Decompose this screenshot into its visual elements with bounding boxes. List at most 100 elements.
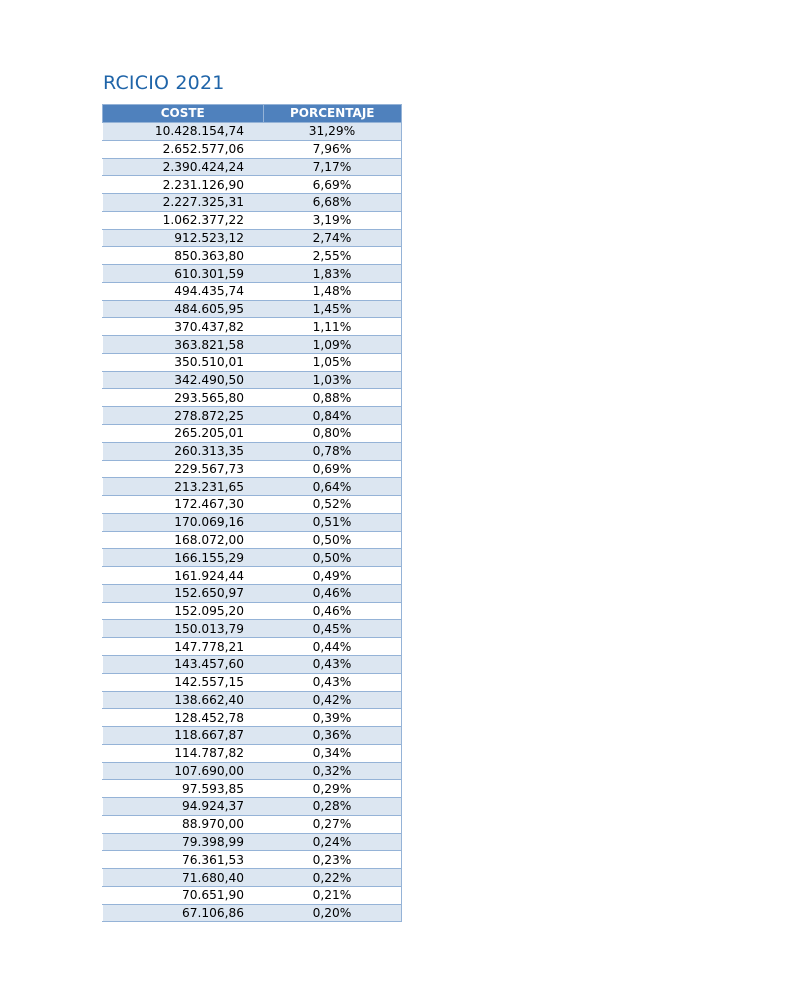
table-row: 168.072,00 0,50% — [102, 531, 402, 550]
cost-cell: 10.428.154,74 — [102, 122, 263, 141]
table-row: 610.301,59 1,83% — [102, 264, 402, 283]
percent-cell: 0,46% — [263, 584, 402, 603]
table-row: 118.667,87 0,36% — [102, 726, 402, 745]
cost-cell: 342.490,50 — [102, 371, 263, 390]
table-row: 342.490,50 1,03% — [102, 371, 402, 390]
percent-cell: 0,21% — [263, 886, 402, 905]
cost-cell: 114.787,82 — [102, 744, 263, 763]
cost-cell: 170.069,16 — [102, 513, 263, 532]
percent-cell: 0,64% — [263, 477, 402, 497]
percent-cell: 0,46% — [263, 602, 402, 621]
page-title: RCICIO 2021 — [103, 72, 225, 94]
table-row: 10.428.154,74 31,29% — [102, 122, 402, 141]
cost-cell: 2.231.126,90 — [102, 175, 263, 195]
percent-cell: 31,29% — [263, 122, 402, 141]
cost-cell: 229.567,73 — [102, 460, 263, 479]
percent-cell: 0,39% — [263, 708, 402, 728]
table-row: 152.095,20 0,46% — [102, 602, 402, 621]
table-header-row: COSTE PORCENTAJE — [102, 104, 402, 123]
cost-cell: 150.013,79 — [102, 619, 263, 639]
percent-cell: 0,51% — [263, 513, 402, 532]
cost-cell: 128.452,78 — [102, 708, 263, 728]
percent-cell: 0,34% — [263, 744, 402, 763]
percent-cell: 0,80% — [263, 424, 402, 443]
percent-cell: 1,03% — [263, 371, 402, 390]
percent-cell: 0,29% — [263, 779, 402, 799]
table-row: 1.062.377,22 3,19% — [102, 211, 402, 230]
percent-cell: 0,50% — [263, 531, 402, 550]
table-row: 88.970,00 0,27% — [102, 815, 402, 834]
table-row: 213.231,65 0,64% — [102, 477, 402, 497]
table-row: 2.227.325,31 6,68% — [102, 193, 402, 212]
percent-cell: 3,19% — [263, 211, 402, 230]
table-row: 97.593,85 0,29% — [102, 779, 402, 799]
table-row: 79.398,99 0,24% — [102, 833, 402, 852]
percent-cell: 0,32% — [263, 762, 402, 781]
table-row: 152.650,97 0,46% — [102, 584, 402, 603]
cost-cell: 168.072,00 — [102, 531, 263, 550]
cost-cell: 107.690,00 — [102, 762, 263, 781]
percent-cell: 0,84% — [263, 406, 402, 426]
table-row: 107.690,00 0,32% — [102, 762, 402, 781]
cost-cell: 161.924,44 — [102, 566, 263, 585]
cost-cell: 142.557,15 — [102, 673, 263, 692]
cost-cell: 484.605,95 — [102, 300, 263, 319]
percent-cell: 0,78% — [263, 442, 402, 461]
table-row: 363.821,58 1,09% — [102, 335, 402, 354]
cost-cell: 293.565,80 — [102, 388, 263, 408]
cost-cell: 610.301,59 — [102, 264, 263, 283]
cost-cell: 213.231,65 — [102, 477, 263, 497]
percent-cell: 0,43% — [263, 673, 402, 692]
table-row: 2.231.126,90 6,69% — [102, 175, 402, 195]
cost-cell: 278.872,25 — [102, 406, 263, 426]
percent-cell: 0,23% — [263, 850, 402, 870]
table-row: 138.662,40 0,42% — [102, 691, 402, 710]
cost-cell: 265.205,01 — [102, 424, 263, 443]
table-body: 10.428.154,74 31,29% 2.652.577,06 7,96% 2.39… — [102, 122, 402, 923]
percent-cell: 1,11% — [263, 317, 402, 337]
cost-cell: 138.662,40 — [102, 691, 263, 710]
table-row: 350.510,01 1,05% — [102, 353, 402, 372]
percent-cell: 0,69% — [263, 460, 402, 479]
table-row: 370.437,82 1,11% — [102, 317, 402, 337]
table-row: 260.313,35 0,78% — [102, 442, 402, 461]
percent-cell: 7,96% — [263, 140, 402, 159]
percent-cell: 0,50% — [263, 548, 402, 568]
cost-cell: 166.155,29 — [102, 548, 263, 568]
table-row: 265.205,01 0,80% — [102, 424, 402, 443]
percent-cell: 0,24% — [263, 833, 402, 852]
percent-cell: 0,88% — [263, 388, 402, 408]
table-row: 172.467,30 0,52% — [102, 495, 402, 514]
percent-cell: 7,17% — [263, 158, 402, 177]
cost-cell: 850.363,80 — [102, 246, 263, 266]
cost-cell: 2.652.577,06 — [102, 140, 263, 159]
cost-cell: 363.821,58 — [102, 335, 263, 354]
percent-cell: 0,22% — [263, 868, 402, 887]
column-header-cost: COSTE — [102, 104, 264, 123]
percent-cell: 0,43% — [263, 655, 402, 674]
cost-table: COSTE PORCENTAJE 10.428.154,74 31,29% 2.65… — [102, 104, 402, 923]
table-row: 71.680,40 0,22% — [102, 868, 402, 887]
cost-cell: 88.970,00 — [102, 815, 263, 834]
cost-cell: 912.523,12 — [102, 229, 263, 248]
percent-cell: 1,09% — [263, 335, 402, 354]
percent-cell: 0,44% — [263, 637, 402, 656]
cost-cell: 350.510,01 — [102, 353, 263, 372]
percent-cell: 0,45% — [263, 619, 402, 639]
cost-cell: 118.667,87 — [102, 726, 263, 745]
cost-cell: 147.778,21 — [102, 637, 263, 656]
cost-cell: 172.467,30 — [102, 495, 263, 514]
table-row: 161.924,44 0,49% — [102, 566, 402, 585]
cost-cell: 370.437,82 — [102, 317, 263, 337]
percent-cell: 6,69% — [263, 175, 402, 195]
percent-cell: 0,20% — [263, 904, 402, 923]
cost-cell: 494.435,74 — [102, 282, 263, 301]
cost-cell: 94.924,37 — [102, 797, 263, 816]
table-row: 128.452,78 0,39% — [102, 708, 402, 728]
percent-cell: 2,55% — [263, 246, 402, 266]
table-row: 484.605,95 1,45% — [102, 300, 402, 319]
percent-cell: 0,27% — [263, 815, 402, 834]
cost-cell: 1.062.377,22 — [102, 211, 263, 230]
table-row: 70.651,90 0,21% — [102, 886, 402, 905]
cost-cell: 152.095,20 — [102, 602, 263, 621]
